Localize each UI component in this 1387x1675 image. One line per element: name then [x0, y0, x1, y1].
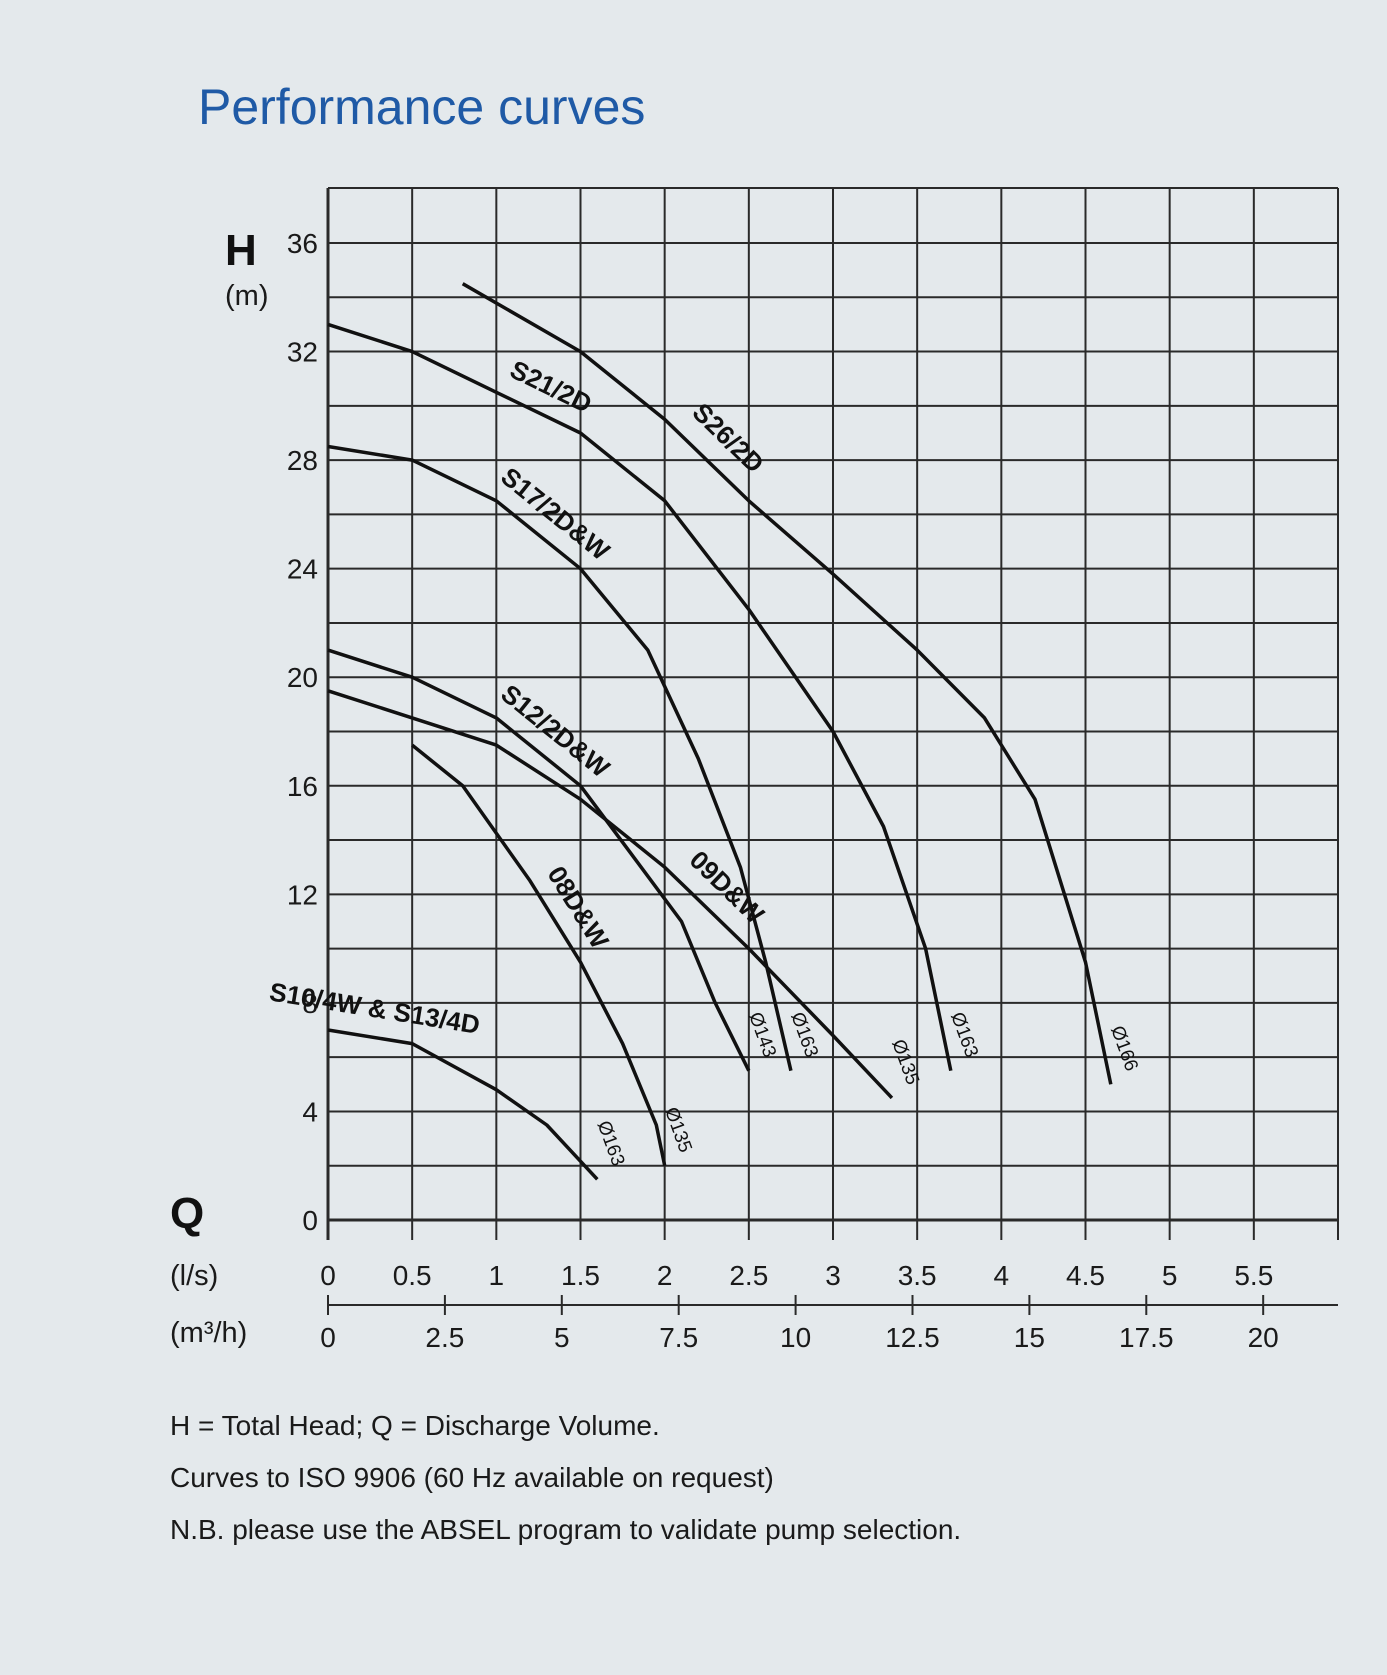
curve-name-label: 08D&W [541, 861, 615, 955]
x2-tick-label: 17.5 [1119, 1322, 1174, 1353]
curve-s26-2d [461, 282, 1113, 1085]
y-tick-label: 16 [287, 771, 318, 802]
secondary-x-axis: 0 2.5 5 7.5 10 12.5 15 17.5 20 [320, 1295, 1338, 1353]
y-axis-ticks: 0 4 8 12 16 20 24 28 32 36 [287, 228, 318, 1236]
x2-tick-label: 0 [320, 1322, 336, 1353]
y-tick-label: 8 [302, 988, 318, 1019]
x2-tick-label: 20 [1248, 1322, 1279, 1353]
x-tick-label: 3 [825, 1260, 841, 1291]
x-axis-unit: (l/s) [170, 1260, 218, 1292]
y-tick-label: 0 [302, 1205, 318, 1236]
x-tick-label: 1.5 [561, 1260, 600, 1291]
curve-s17-2d-w [327, 444, 793, 1072]
y-tick-label: 4 [302, 1096, 318, 1127]
note-line: Curves to ISO 9906 (60 Hz available on r… [170, 1462, 774, 1493]
x2-tick-label: 10 [780, 1322, 811, 1353]
x-axis-ticks: 0 0.5 1 1.5 2 2.5 3 3.5 4 4.5 5 5.5 [320, 1260, 1273, 1291]
y-tick-label: 20 [287, 662, 318, 693]
x-tick-label: 5 [1162, 1260, 1178, 1291]
x-axis-label: Q [170, 1189, 204, 1238]
curve-diameter-label: Ø163 [593, 1118, 629, 1169]
x2-tick-label: 15 [1014, 1322, 1045, 1353]
chart-grid [326, 187, 1339, 1240]
x-tick-label: 4.5 [1066, 1260, 1105, 1291]
curve-name-label: S21/2D [505, 354, 596, 419]
x2-tick-label: 12.5 [885, 1322, 940, 1353]
y-axis-unit: (m) [225, 280, 268, 312]
notes: H = Total Head; Q = Discharge Volume. Cu… [170, 1400, 961, 1556]
x-tick-label: 2.5 [729, 1260, 768, 1291]
curves [327, 282, 1113, 1181]
curve-name-label: 09D&W [684, 845, 771, 930]
y-tick-label: 36 [287, 228, 318, 259]
x-tick-label: 2 [657, 1260, 673, 1291]
chart-title: Performance curves [198, 79, 646, 135]
x2-axis-unit: (m³/h) [170, 1317, 247, 1349]
x-tick-label: 1 [489, 1260, 505, 1291]
curve-name-label: S26/2D [687, 397, 770, 479]
y-tick-label: 28 [287, 445, 318, 476]
curve-09d-w [327, 689, 894, 1100]
y-tick-label: 12 [287, 879, 318, 910]
x-tick-label: 5.5 [1234, 1260, 1273, 1291]
y-tick-label: 24 [287, 554, 318, 585]
curve-name-label: S10/4W & S13/4D [267, 976, 482, 1039]
curve-diameter-label: Ø166 [1106, 1023, 1142, 1074]
y-tick-label: 32 [287, 337, 318, 368]
x2-tick-label: 7.5 [659, 1322, 698, 1353]
x-tick-label: 4 [994, 1260, 1010, 1291]
x-tick-label: 0 [320, 1260, 336, 1291]
y-axis-label: H [225, 226, 257, 275]
x-tick-label: 0.5 [393, 1260, 432, 1291]
x2-tick-label: 2.5 [425, 1322, 464, 1353]
note-line: H = Total Head; Q = Discharge Volume. [170, 1410, 660, 1441]
curve-s10-4w-s13-4d [327, 1028, 599, 1181]
curve-08d-w [411, 743, 667, 1167]
curve-s21-2d [327, 322, 953, 1072]
x-tick-label: 3.5 [898, 1260, 937, 1291]
curve-diameter-label: Ø163 [946, 1010, 982, 1061]
note-line: N.B. please use the ABSEL program to val… [170, 1514, 962, 1545]
x2-tick-label: 5 [554, 1322, 570, 1353]
